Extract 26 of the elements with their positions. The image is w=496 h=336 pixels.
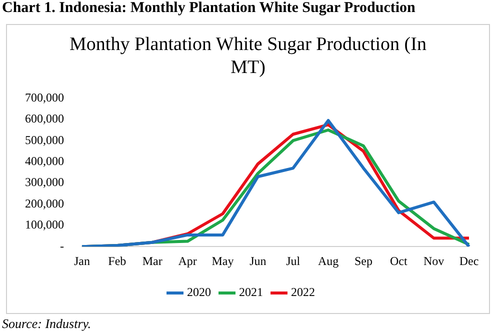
x-tick-label: Nov (423, 254, 444, 268)
x-tick-label: Jul (286, 254, 301, 268)
legend-label: 2022 (291, 285, 315, 300)
x-tick-label: Oct (390, 254, 408, 268)
y-tick-label: 100,000 (25, 218, 64, 232)
x-tick-label: Mar (142, 254, 162, 268)
x-tick-label: Jun (250, 254, 266, 268)
legend-label: 2021 (239, 285, 263, 300)
x-tick-label: Feb (108, 254, 126, 268)
legend-label: 2020 (187, 285, 211, 300)
x-tick-label: Sep (354, 254, 372, 268)
x-tick-label: May (212, 254, 234, 268)
y-tick-label: 400,000 (25, 154, 64, 168)
source-note: Source: Industry. (2, 316, 92, 332)
y-tick-label: 700,000 (25, 90, 64, 104)
chart-title: Chart 1. Indonesia: Monthly Plantation White Sugar Production (2, 0, 416, 17)
y-tick-label: 300,000 (25, 175, 64, 190)
x-tick-label: Apr (178, 254, 197, 268)
x-tick-label: Jan (74, 254, 90, 268)
y-tick-label: 200,000 (25, 196, 64, 210)
y-tick-label: 600,000 (25, 112, 64, 126)
chart-subtitle: Monthy Plantation White Sugar Production (In MT) (68, 33, 428, 79)
y-tick-label: 500,000 (25, 132, 64, 147)
x-tick-label: Dec (459, 254, 479, 268)
y-tick-label: - (60, 238, 64, 253)
x-tick-label: Aug (318, 254, 339, 268)
